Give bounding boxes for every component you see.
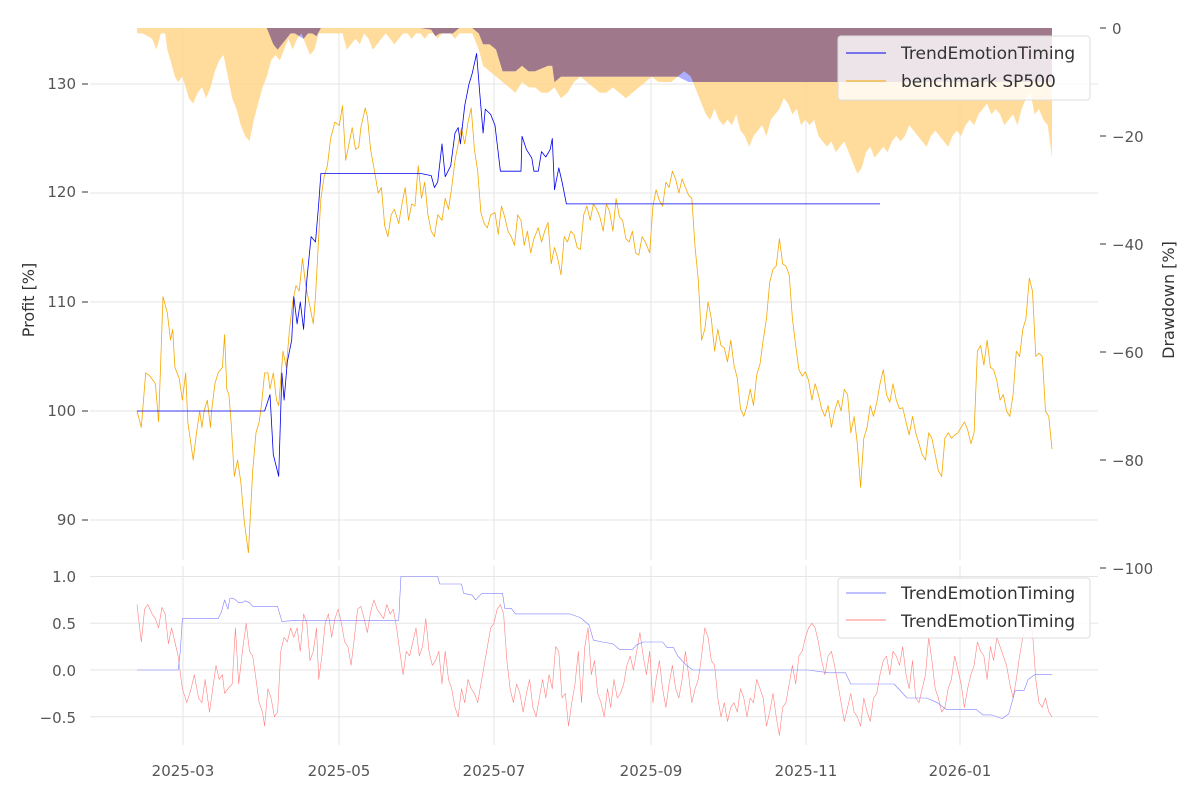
bottom-legend-box [837, 577, 1091, 639]
top-y2-tick-label: −40 [1112, 236, 1144, 254]
series-line-trendemotiontiming-red [136, 599, 1053, 736]
top-y-axis: 90 100 110 120 130 [47, 75, 88, 529]
bottom-y-tick-label: 0.5 [52, 615, 76, 633]
x-tick-label: 2025-05 [308, 762, 371, 780]
y2-axis-title-drawdown: Drawdown [%] [1159, 241, 1178, 359]
top-y-tick-label: 110 [47, 293, 76, 311]
bottom-y-tick-label: 1.0 [52, 568, 76, 586]
top-y-tick-label: 100 [47, 402, 76, 420]
top-y-tick-label: 90 [57, 511, 76, 529]
x-tick-label: 2025-11 [775, 762, 838, 780]
top-y-tick-label: 130 [47, 75, 76, 93]
bottom-y-axis: 1.0 0.5 0.0 −0.5 [40, 568, 76, 727]
top-y2-tick-label: −100 [1112, 560, 1153, 578]
top-drawdown-areas [137, 28, 1052, 174]
x-tick-label: 2025-07 [463, 762, 526, 780]
top-legend: TrendEmotionTiming benchmark SP500 [837, 35, 1091, 101]
top-y2-axis: 0 −20 −40 −60 −80 −100 [1100, 20, 1153, 578]
top-series-lines [136, 53, 1053, 554]
series-line-trendemotiontiming [137, 53, 880, 477]
top-y2-tick-label: −20 [1112, 128, 1144, 146]
x-axis: 2025-03 2025-05 2025-07 2025-09 2025-11 … [152, 762, 992, 780]
bottom-legend: TrendEmotionTiming TrendEmotionTiming [837, 577, 1091, 639]
top-y2-tick-label: −80 [1112, 452, 1144, 470]
y-axis-title-profit: Profit [%] [19, 263, 38, 338]
series-line-benchmark-sp500 [136, 105, 1053, 554]
bottom-series-lines [136, 576, 1053, 736]
top-y2-tick-label: 0 [1112, 20, 1122, 38]
top-y-tick-label: 120 [47, 183, 76, 201]
bottom-panel: 1.0 0.5 0.0 −0.5 2025-03 2025-05 2025-07… [40, 566, 1098, 780]
drawdown-area-overlap [137, 28, 1052, 82]
x-tick-label: 2026-01 [929, 762, 992, 780]
top-legend-box [837, 35, 1091, 101]
bottom-y-tick-label: 0.0 [52, 662, 76, 680]
series-line-trendemotiontiming-blue [137, 576, 1052, 719]
legend-label-trendemotiontiming: TrendEmotionTiming [900, 44, 1075, 64]
legend-label-trendemotiontiming-blue: TrendEmotionTiming [900, 584, 1075, 604]
bottom-y-tick-label: −0.5 [40, 709, 76, 727]
legend-label-trendemotiontiming-red: TrendEmotionTiming [900, 612, 1075, 632]
legend-label-benchmark: benchmark SP500 [901, 72, 1056, 92]
top-panel: 90 100 110 120 130 0 −20 −40 −60 −80 −10… [19, 20, 1178, 578]
x-tick-label: 2025-09 [620, 762, 683, 780]
x-tick-label: 2025-03 [152, 762, 215, 780]
top-y2-tick-label: −60 [1112, 344, 1144, 362]
